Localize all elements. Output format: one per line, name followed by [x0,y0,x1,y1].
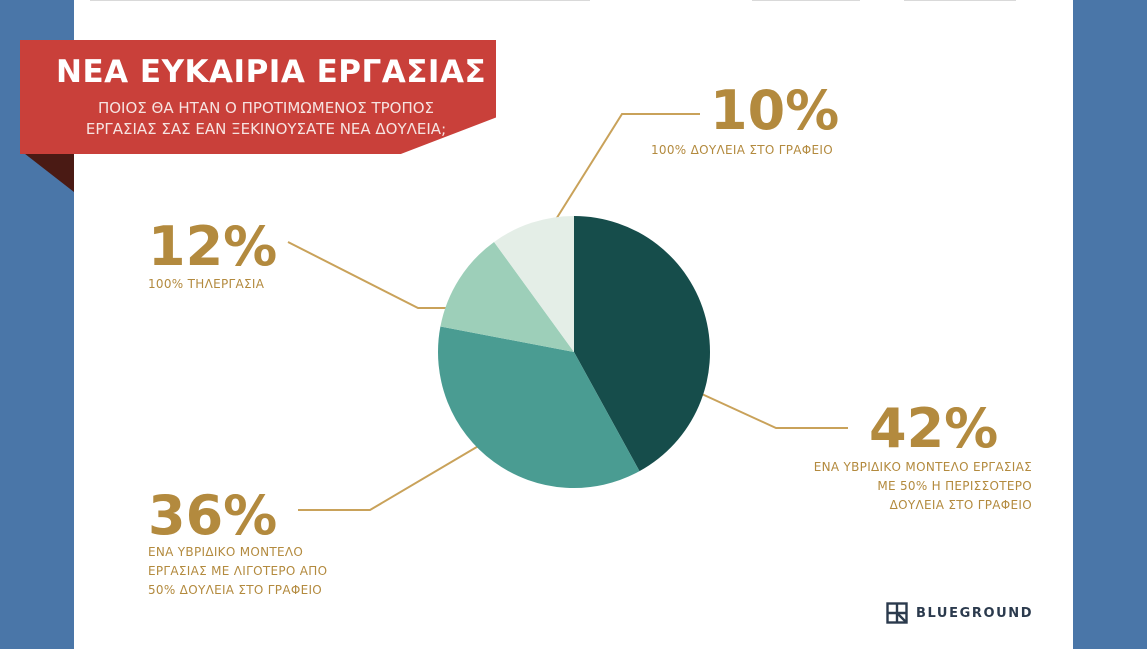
slice-description-line: ΕΡΓΑΣΙΑΣ ΜΕ ΛΙΓΟΤΕΡΟ ΑΠΟ [148,564,328,578]
slice-description-line: 100% ΔΟΥΛΕΙΑ ΣΤΟ ΓΡΑΦΕΙΟ [651,143,833,157]
slice-value-label: 12% [148,215,278,278]
slice-value-label: 10% [710,79,840,142]
blueground-logo: BLUEGROUND [886,602,1033,624]
title-banner: ΝΕΑ ΕΥΚΑΙΡΙΑ ΕΡΓΑΣΙΑΣ ΠΟΙΟΣ ΘΑ ΗΤΑΝ Ο ΠΡ… [20,40,496,154]
slice-description: 100% ΤΗΛΕΡΓΑΣΙΑ [148,275,408,294]
slice-value-label: 42% [869,397,999,460]
chart-subtitle: ΠΟΙΟΣ ΘΑ ΗΤΑΝ Ο ΠΡΟΤΙΜΩΜΕΝΟΣ ΤΡΟΠΟΣ ΕΡΓΑ… [56,98,476,140]
slice-description-line: ΕΝΑ ΥΒΡΙΔΙΚΟ ΜΟΝΤΕΛΟ [148,545,304,559]
subtitle-line: ΕΡΓΑΣΙΑΣ ΣΑΣ ΕΑΝ ΞΕΚΙΝΟΥΣΑΤΕ ΝΕΑ ΔΟΥΛΕΙΑ… [85,120,447,138]
leader-line [679,383,848,429]
slice-description-line: 100% ΤΗΛΕΡΓΑΣΙΑ [148,277,265,291]
slice-description: 100% ΔΟΥΛΕΙΑ ΣΤΟ ΓΡΑΦΕΙΟ [651,141,911,160]
leader-line [547,113,700,233]
pie-slice [438,326,640,489]
pie-slice [494,216,574,352]
top-divider [90,0,590,1]
top-divider [904,0,1016,1]
slice-value-label: 36% [148,484,278,547]
slice-description-line: ΔΟΥΛΕΙΑ ΣΤΟ ΓΡΑΦΕΙΟ [889,498,1032,512]
leader-line [298,437,493,511]
top-divider [752,0,860,1]
subtitle-line: ΠΟΙΟΣ ΘΑ ΗΤΑΝ Ο ΠΡΟΤΙΜΩΜΕΝΟΣ ΤΡΟΠΟΣ [97,99,435,117]
logo-text: BLUEGROUND [916,605,1034,621]
slice-description: ΕΝΑ ΥΒΡΙΔΙΚΟ ΜΟΝΤΕΛΟ ΕΡΓΑΣΙΑΣ ΜΕ ΛΙΓΟΤΕΡ… [148,543,408,600]
slice-description-line: ΕΝΑ ΥΒΡΙΔΙΚΟ ΜΟΝΤΕΛΟ ΕΡΓΑΣΙΑΣ [813,460,1032,474]
slice-description: ΕΝΑ ΥΒΡΙΔΙΚΟ ΜΟΝΤΕΛΟ ΕΡΓΑΣΙΑΣ ΜΕ 50% Η Π… [760,458,1032,515]
pie-slice [440,241,574,352]
blueground-logo-icon [886,602,908,624]
slice-description-line: ΜΕ 50% Η ΠΕΡΙΣΣΟΤΕΡΟ [877,479,1032,493]
slice-description-line: 50% ΔΟΥΛΕΙΑ ΣΤΟ ΓΡΑΦΕΙΟ [148,583,323,597]
chart-title: ΝΕΑ ΕΥΚΑΙΡΙΑ ΕΡΓΑΣΙΑΣ [56,54,487,90]
pie-slice [574,216,711,472]
